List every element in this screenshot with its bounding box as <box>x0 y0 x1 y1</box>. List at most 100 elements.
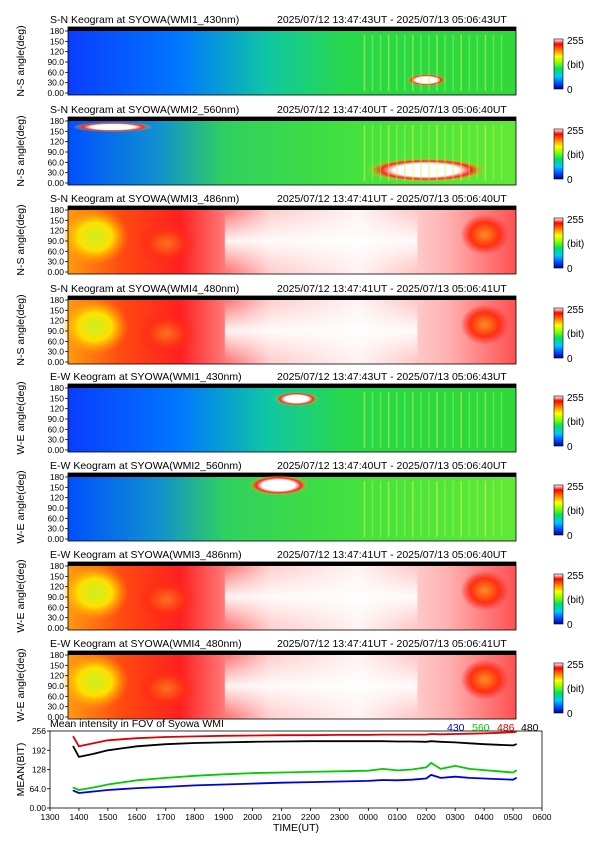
x-tick-label: 0200 <box>417 812 436 822</box>
data-point-560 <box>430 762 432 764</box>
data-point-480 <box>483 743 485 745</box>
data-point-480 <box>136 745 138 747</box>
brightness-feature <box>436 35 438 91</box>
colorbar-unit-label: (bit) <box>567 506 584 517</box>
data-point-486 <box>165 736 167 738</box>
panel-time-range: 2025/07/12 13:47:40UT - 2025/07/13 05:06… <box>277 104 507 116</box>
y-axis-label: W-E angle(deg) <box>15 381 27 454</box>
x-tick-label: 0600 <box>533 812 552 822</box>
data-point-486 <box>194 735 196 738</box>
y-tick-label: 192 <box>32 745 46 755</box>
x-tick-label: 2200 <box>301 812 320 822</box>
keogram-panel-2: S-N Keogram at SYOWA(WMI2_560nm) 2025/07/… <box>15 104 584 188</box>
brightness-feature <box>468 125 471 181</box>
panel-title: S-N Keogram at SYOWA(WMI3_486nm) <box>50 193 239 205</box>
y-tick-label: 150 <box>50 482 64 492</box>
brightness-feature <box>476 125 479 181</box>
data-point-486 <box>515 731 518 733</box>
y-tick-label: 256 <box>32 726 46 736</box>
y-tick-label: 30.0 <box>47 78 64 88</box>
brightness-feature <box>136 577 197 622</box>
data-point-486 <box>78 745 80 747</box>
colorbar-min-label: 0 <box>567 531 573 542</box>
x-tick-label: 1400 <box>69 812 88 822</box>
data-point-430 <box>367 780 369 782</box>
legend-entry-560: 560 <box>472 722 490 734</box>
y-tick-label: 30.0 <box>47 613 64 623</box>
keogram-panel-3: S-N Keogram at SYOWA(WMI3_486nm) 2025/07/… <box>15 193 584 277</box>
y-tick-label: 30.0 <box>47 257 64 267</box>
brightness-feature <box>420 125 422 181</box>
data-point-486 <box>425 734 427 736</box>
brightness-feature <box>224 302 418 360</box>
colorbar-max-label: 255 <box>567 36 584 47</box>
data-point-486 <box>382 734 384 736</box>
keogram-frame <box>67 205 517 275</box>
data-point-560 <box>252 772 254 774</box>
brightness-feature <box>468 392 471 448</box>
brightness-feature <box>468 481 471 537</box>
x-tick-label: 1300 <box>41 812 60 822</box>
brightness-feature <box>492 125 495 181</box>
x-tick-label: 1600 <box>127 812 146 822</box>
brightness-feature <box>500 125 503 181</box>
brightness-feature <box>500 35 503 91</box>
y-tick-label: 60.0 <box>47 157 64 167</box>
brightness-feature <box>395 392 398 448</box>
data-point-486 <box>309 734 312 736</box>
brightness-feature <box>371 481 374 537</box>
y-axis-label: N-S angle(deg) <box>15 25 27 96</box>
y-tick-label: 150 <box>50 571 64 581</box>
keogram-horizon-band <box>68 473 516 477</box>
keogram-frame <box>67 650 517 720</box>
brightness-feature <box>379 392 382 448</box>
panel-time-range: 2025/07/12 13:47:43UT - 2025/07/13 05:06… <box>277 371 507 383</box>
colorbar-max-label: 255 <box>567 482 584 493</box>
brightness-feature <box>460 659 509 700</box>
data-point-480 <box>498 744 500 746</box>
data-point-560 <box>78 789 80 791</box>
brightness-feature <box>412 125 414 181</box>
y-tick-label: 180 <box>50 650 64 660</box>
data-point-480 <box>425 741 427 743</box>
y-tick-label: 180 <box>50 383 64 393</box>
brightness-feature <box>444 392 446 448</box>
data-point-430 <box>136 787 138 789</box>
colorbar-max-label: 255 <box>567 305 584 316</box>
data-point-430 <box>440 777 442 779</box>
x-tick-label: 1700 <box>156 812 175 822</box>
keogram-horizon-band <box>68 296 516 300</box>
y-tick-label: 120 <box>50 47 64 57</box>
y-tick-label: 120 <box>50 137 64 147</box>
y-tick-label: 90.0 <box>47 57 64 67</box>
y-axis-label: MEAN(BIT) <box>15 743 27 797</box>
colorbar-min-label: 0 <box>567 85 573 96</box>
brightness-feature <box>484 35 487 91</box>
data-point-430 <box>498 778 500 780</box>
data-point-486 <box>483 732 485 735</box>
colorbar-unit-label: (bit) <box>567 595 584 606</box>
panel-title: E-W Keogram at SYOWA(WMI1_430nm) <box>50 371 242 383</box>
y-tick-label: 120 <box>50 582 64 592</box>
x-tick-label: 0400 <box>475 812 494 822</box>
panel-time-range: 2025/07/12 13:47:41UT - 2025/07/13 05:06… <box>277 638 507 650</box>
data-point-560 <box>107 783 109 786</box>
y-tick-label: 120 <box>50 316 64 326</box>
data-point-430 <box>194 784 196 787</box>
y-tick-label: 60.0 <box>47 424 64 434</box>
brightness-feature <box>444 35 446 91</box>
colorbar-min-label: 0 <box>567 709 573 720</box>
brightness-feature <box>136 221 197 266</box>
data-point-560 <box>194 775 196 777</box>
keogram-horizon-band <box>68 27 516 31</box>
brightness-feature <box>379 481 382 537</box>
y-tick-label: 150 <box>50 215 64 225</box>
colorbar <box>553 307 564 359</box>
data-point-486 <box>367 734 369 736</box>
data-point-486 <box>454 733 456 735</box>
keogram-horizon-band <box>68 651 516 655</box>
y-tick-label: 0.00 <box>47 178 64 188</box>
brightness-feature <box>363 125 366 181</box>
colorbar <box>553 662 564 714</box>
y-tick-label: 150 <box>50 393 64 403</box>
